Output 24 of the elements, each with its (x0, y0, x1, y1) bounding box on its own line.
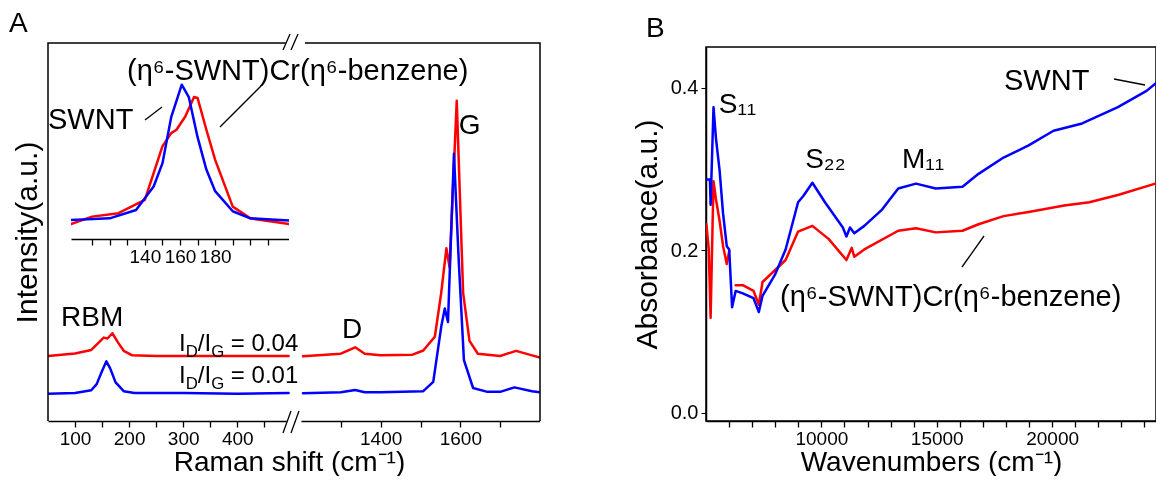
x-tick-label: 200 (113, 427, 146, 449)
chart-title: B (646, 12, 665, 43)
x-tick-label: 100 (59, 427, 92, 449)
y-tick-label: 0.2 (670, 238, 699, 261)
annotation: S₁₁ (718, 88, 757, 121)
y-axis-title: Absorbance(a.u.) (629, 119, 663, 350)
text: A (9, 7, 28, 39)
series-label: SWNT (48, 103, 134, 136)
x-tick-label: 1600 (439, 427, 482, 449)
series-label: SWNT (1004, 64, 1090, 97)
annotation: G (458, 108, 481, 141)
text: RBM (61, 301, 124, 333)
series-label: (η⁶-SWNT)Cr(η⁶-benzene) (780, 280, 1122, 313)
x-tick-label: 140 (129, 245, 162, 267)
text: (η⁶-SWNT)Cr(η⁶-benzene) (127, 54, 469, 87)
x-tick-label: 160 (164, 245, 197, 267)
annotation: D (342, 313, 363, 346)
y-tick-label: 0.0 (670, 401, 699, 424)
x-tick-label: 180 (199, 245, 232, 267)
y-axis-title: Intensity(a.u.) (9, 141, 43, 324)
y-tick-label: 0.4 (670, 76, 699, 99)
annotation: I$_{D}$/I$_{G}$ = 0.01 (179, 361, 299, 394)
annotation: S₂₂ (805, 142, 846, 175)
annotation: M₁₁ (901, 142, 945, 175)
